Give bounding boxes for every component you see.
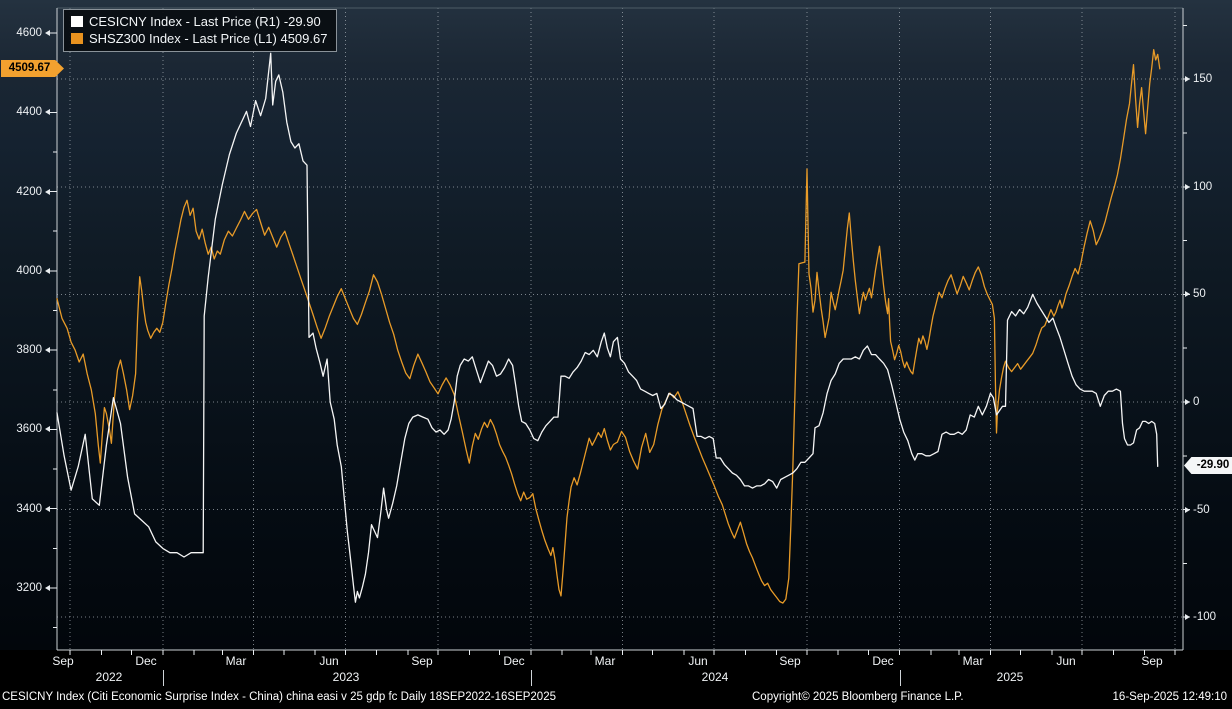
status-footer: CESICNY Index (Citi Economic Surprise In… bbox=[0, 688, 1232, 709]
tick-arrow-icon bbox=[45, 188, 50, 195]
y-axis-label-right: -100 bbox=[1185, 611, 1216, 623]
legend-swatch-white bbox=[71, 16, 83, 27]
y-axis-label-left: 4000 bbox=[8, 265, 50, 277]
y-axis-label-right: 100 bbox=[1185, 181, 1212, 193]
y-axis-label-left: 3600 bbox=[8, 423, 50, 435]
y-axis-label-right: 0 bbox=[1185, 396, 1199, 408]
footer-description: CESICNY Index (Citi Economic Surprise In… bbox=[2, 691, 556, 703]
x-month-label: Sep bbox=[411, 654, 433, 668]
y-axis-label-left: 3200 bbox=[8, 582, 50, 594]
x-month-label: Jun bbox=[319, 654, 339, 668]
tick-arrow-icon bbox=[45, 108, 50, 115]
x-month-label: Sep bbox=[779, 654, 801, 668]
x-year-label: 2022 bbox=[95, 670, 123, 684]
y-axis-label-left: 3400 bbox=[8, 503, 50, 515]
chart-plot-area[interactable] bbox=[0, 0, 1232, 650]
legend-swatch-orange bbox=[71, 33, 83, 44]
tick-arrow-icon bbox=[1185, 75, 1190, 82]
x-month-label: Dec bbox=[872, 654, 894, 668]
y-axis-label-left: 4600 bbox=[8, 27, 50, 39]
footer-timestamp: 16-Sep-2025 12:49:10 bbox=[1112, 691, 1227, 703]
x-year-label: 2024 bbox=[701, 670, 729, 684]
x-month-label: Mar bbox=[962, 654, 984, 668]
year-separator bbox=[531, 670, 532, 686]
tick-arrow-icon bbox=[45, 425, 50, 432]
x-month-label: Sep bbox=[52, 654, 74, 668]
y-axis-label-right: 150 bbox=[1185, 73, 1212, 85]
legend-label: SHSZ300 Index - Last Price (L1) 4509.67 bbox=[89, 31, 328, 46]
tick-arrow-icon bbox=[1185, 290, 1190, 297]
tick-arrow-icon bbox=[45, 29, 50, 36]
x-month-label: Dec bbox=[135, 654, 157, 668]
tick-arrow-icon bbox=[1185, 183, 1190, 190]
tick-arrow-icon bbox=[45, 584, 50, 591]
tick-arrow-icon bbox=[1185, 613, 1190, 620]
last-price-badge-shsz300: 4509.67 bbox=[1, 60, 64, 77]
legend-label: CESICNY Index - Last Price (R1) -29.90 bbox=[89, 14, 321, 29]
x-month-label: Sep bbox=[1141, 654, 1163, 668]
y-axis-label-right: -50 bbox=[1185, 504, 1210, 516]
y-axis-label-right: 50 bbox=[1185, 288, 1206, 300]
x-month-label: Mar bbox=[225, 654, 247, 668]
series-line-cesicny[interactable] bbox=[56, 52, 1159, 603]
footer-copyright: Copyright© 2025 Bloomberg Finance L.P. bbox=[752, 691, 964, 703]
legend-item-shsz300[interactable]: SHSZ300 Index - Last Price (L1) 4509.67 bbox=[71, 30, 327, 47]
tick-arrow-icon bbox=[1185, 506, 1190, 513]
year-separator bbox=[900, 670, 901, 686]
last-price-badge-cesicny: -29.90 bbox=[1184, 457, 1232, 474]
chart-legend[interactable]: CESICNY Index - Last Price (R1) -29.90 S… bbox=[63, 9, 338, 52]
legend-item-cesicny[interactable]: CESICNY Index - Last Price (R1) -29.90 bbox=[71, 13, 327, 30]
y-axis-label-left: 3800 bbox=[8, 344, 50, 356]
y-axis-label-left: 4400 bbox=[8, 106, 50, 118]
x-month-label: Jun bbox=[1056, 654, 1076, 668]
series-line-shsz300[interactable] bbox=[56, 49, 1161, 604]
x-month-label: Mar bbox=[594, 654, 616, 668]
tick-arrow-icon bbox=[45, 505, 50, 512]
tick-arrow-icon bbox=[45, 346, 50, 353]
x-year-label: 2025 bbox=[996, 670, 1024, 684]
x-year-label: 2023 bbox=[332, 670, 360, 684]
tick-arrow-icon bbox=[45, 267, 50, 274]
y-axis-label-left: 4200 bbox=[8, 186, 50, 198]
year-separator bbox=[163, 670, 164, 686]
tick-arrow-icon bbox=[1185, 398, 1190, 405]
x-month-label: Dec bbox=[503, 654, 525, 668]
x-month-label: Jun bbox=[688, 654, 708, 668]
